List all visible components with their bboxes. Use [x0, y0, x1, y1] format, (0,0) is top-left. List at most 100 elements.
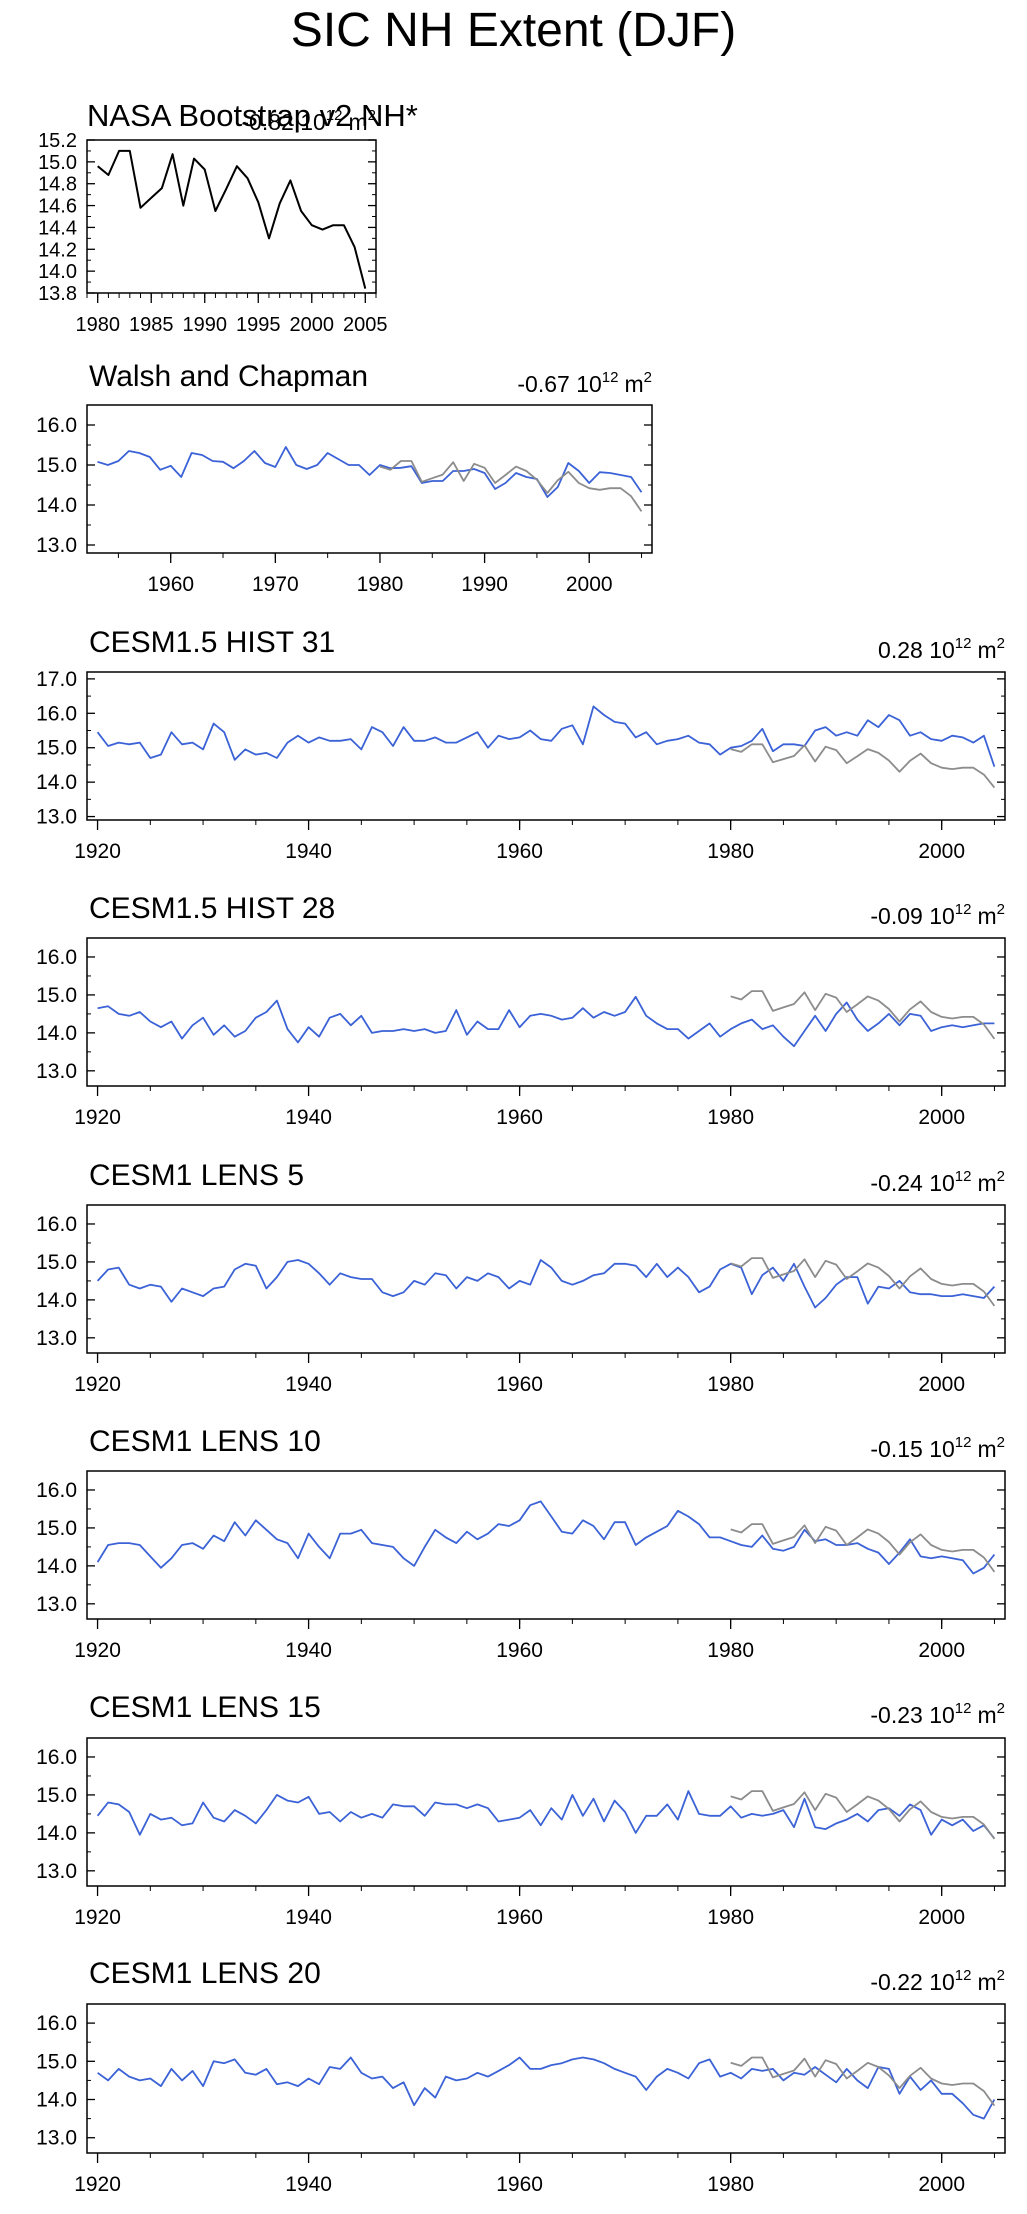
y-tick-label: 14.0 [36, 1822, 77, 1845]
y-tick-label: 13.0 [36, 534, 77, 557]
y-tick-label: 15.2 [38, 130, 77, 152]
plot-frame [86, 2003, 1006, 2154]
y-tick-label: 14.4 [38, 217, 77, 239]
series-line-obs [730, 2056, 996, 2107]
x-tick-label: 1990 [182, 314, 227, 336]
plot-frame [86, 937, 1006, 1087]
x-tick-label: 1980 [707, 1639, 754, 1662]
series-line-model [96, 705, 996, 767]
y-tick-label: 16.0 [36, 414, 77, 437]
y-tick-label: 13.0 [36, 1327, 77, 1350]
y-tick-label: 15.0 [36, 1251, 77, 1274]
panel-title: CESM1 LENS 5 [89, 1159, 304, 1192]
x-tick-label: 1960 [496, 840, 543, 863]
panel-title: CESM1.5 HIST 28 [89, 892, 335, 925]
trend-label: -0.22 1012 m2 [870, 1967, 1005, 1995]
series-line-model [97, 446, 643, 498]
x-tick-label: 1920 [74, 1639, 121, 1662]
y-tick-label: 16.0 [36, 946, 77, 969]
panel-title: CESM1.5 HIST 31 [89, 626, 335, 659]
x-tick-label: 2000 [290, 314, 335, 336]
chart-panel-3: CESM1.5 HIST 31 0.28 1012 m2 13.0 14.0 15.0 16… [36, 626, 1006, 863]
x-tick-label: 1960 [496, 1906, 543, 1929]
trend-label: -0.67 1012 m2 [517, 369, 652, 397]
x-tick-label: 1980 [75, 314, 120, 336]
plot-frame [86, 1204, 1006, 1354]
y-tick-label: 15.0 [36, 1784, 77, 1807]
y-tick-label: 14.0 [36, 1555, 77, 1578]
y-tick-label: 13.8 [38, 283, 77, 305]
x-tick-label: 1960 [496, 2173, 543, 2196]
y-tick-label: 15.0 [36, 2050, 77, 2073]
series-line-obs [730, 1523, 996, 1573]
y-tick-label: 14.0 [36, 1022, 77, 1045]
chart-panel-2: Walsh and Chapman -0.67 1012 m2 13.0 14.0 15.… [36, 360, 653, 596]
series-line-obs [730, 743, 996, 789]
x-tick-label: 2000 [918, 840, 965, 863]
y-tick-label: 14.2 [38, 239, 77, 261]
y-tick-label: 14.0 [36, 2089, 77, 2112]
y-tick-label: 14.0 [36, 494, 77, 517]
x-tick-label: 2000 [918, 1639, 965, 1662]
chart-panel-8: CESM1 LENS 20 -0.22 1012 m2 13.0 14.0 15.0 16.… [36, 1957, 1006, 2196]
series-line-model [96, 1790, 996, 1840]
x-tick-label: 1940 [285, 1373, 332, 1396]
chart-panel-4: CESM1.5 HIST 28 -0.09 1012 m2 13.0 14.0 15.0 1… [36, 892, 1006, 1129]
x-tick-label: 1920 [74, 1906, 121, 1929]
x-tick-label: 1980 [707, 1106, 754, 1129]
x-tick-label: 1980 [357, 573, 404, 596]
y-tick-label: 15.0 [36, 737, 77, 760]
x-tick-label: 1960 [496, 1373, 543, 1396]
panel-title: CESM1 LENS 20 [89, 1957, 321, 1990]
y-tick-label: 15.0 [36, 1517, 77, 1540]
chart-panel-6: CESM1 LENS 10 -0.15 1012 m2 13.0 14.0 15.0 16.… [36, 1425, 1006, 1662]
x-tick-label: 2000 [566, 573, 613, 596]
x-tick-label: 2000 [918, 2173, 965, 2196]
x-tick-label: 2000 [918, 1106, 965, 1129]
x-tick-label: 1920 [74, 2173, 121, 2196]
x-tick-label: 2000 [918, 1906, 965, 1929]
series-line-model [97, 995, 995, 1048]
series-line-obs [730, 1257, 996, 1307]
series-line-model [96, 1259, 996, 1309]
panel-title: NASA Bootstrap v2 NH* [87, 98, 418, 133]
chart-panel-7: CESM1 LENS 15 -0.23 1012 m2 13.0 14.0 15.0 16.… [36, 1691, 1006, 1929]
x-tick-label: 1920 [74, 1106, 121, 1129]
x-tick-label: 1940 [285, 1106, 332, 1129]
x-tick-label: 1995 [236, 314, 281, 336]
x-tick-label: 1970 [252, 573, 299, 596]
y-tick-label: 17.0 [36, 668, 77, 691]
x-tick-label: 1920 [74, 1373, 121, 1396]
series-line-model [96, 1500, 996, 1575]
y-tick-label: 13.0 [36, 1593, 77, 1616]
y-tick-label: 14.0 [36, 1289, 77, 1312]
y-tick-label: 14.6 [38, 196, 77, 218]
series-line-obs [730, 990, 996, 1040]
x-tick-label: 1980 [707, 2173, 754, 2196]
x-tick-label: 1940 [285, 2173, 332, 2196]
x-tick-label: 1960 [496, 1639, 543, 1662]
series-line-model [97, 2056, 996, 2120]
chart-panel-5: CESM1 LENS 5 -0.24 1012 m2 13.0 14.0 15.0 16.0… [36, 1159, 1006, 1396]
x-tick-label: 1940 [285, 840, 332, 863]
y-tick-label: 14.8 [38, 174, 77, 196]
panel-title: Walsh and Chapman [89, 360, 368, 393]
plot-frame [86, 1470, 1006, 1620]
y-tick-label: 13.0 [36, 1060, 77, 1083]
panel-title: CESM1 LENS 10 [89, 1425, 321, 1458]
trend-label: -0.24 1012 m2 [870, 1168, 1005, 1196]
x-tick-label: 2000 [918, 1373, 965, 1396]
series-line-obs [379, 460, 643, 512]
x-tick-label: 1940 [285, 1639, 332, 1662]
trend-label: -0.15 1012 m2 [870, 1434, 1005, 1462]
x-tick-label: 1960 [496, 1106, 543, 1129]
trend-label: 0.28 1012 m2 [878, 635, 1005, 663]
y-tick-label: 13.0 [36, 806, 77, 829]
y-tick-label: 14.0 [38, 261, 77, 283]
plot-frame [86, 139, 377, 294]
chart-panel-1: NASA Bootstrap v2 NH*-0.82 1012 m213.814.… [38, 98, 418, 336]
series-line-nasa [97, 149, 367, 289]
y-tick-label: 15.0 [36, 984, 77, 1007]
y-tick-label: 16.0 [36, 1479, 77, 1502]
